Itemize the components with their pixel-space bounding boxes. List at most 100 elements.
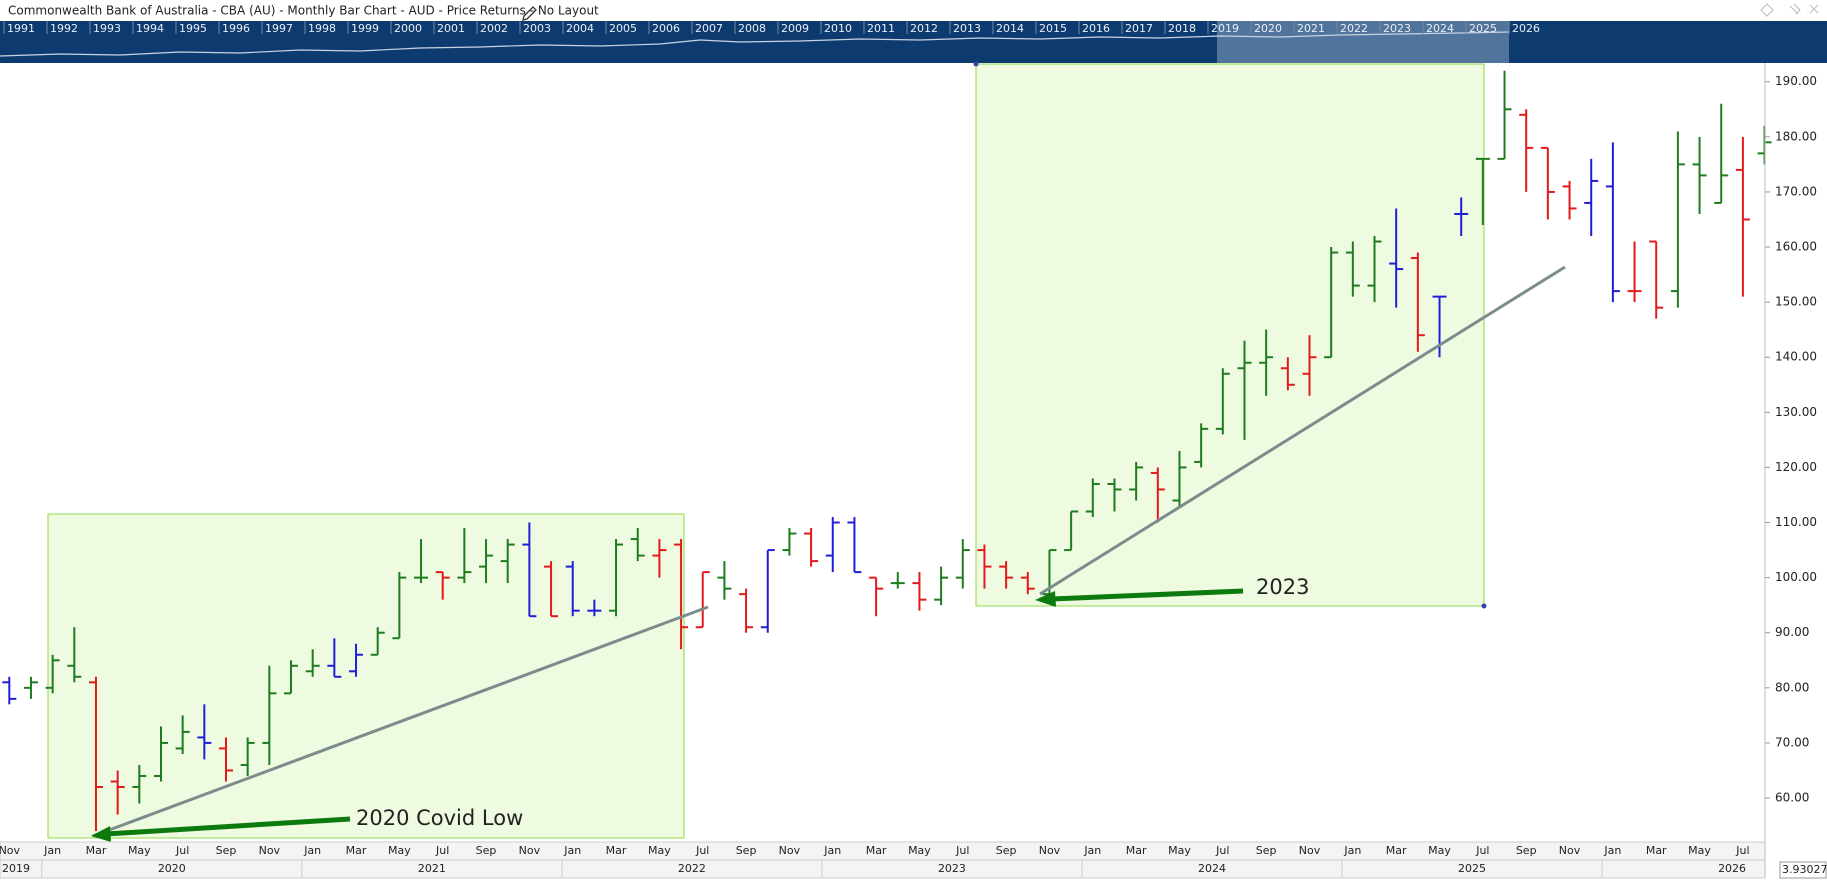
navigator-year: 1994: [136, 22, 164, 35]
highlight-box[interactable]: [47, 513, 685, 839]
x-tick-label: May: [388, 844, 411, 857]
y-tick-label: 100.00: [1775, 570, 1817, 584]
navigator-year: 2022: [1340, 22, 1368, 35]
arrow[interactable]: [105, 816, 351, 837]
x-tick-label: May: [1428, 844, 1451, 857]
navigator-year: 2005: [609, 22, 637, 35]
y-tick-label: 110.00: [1775, 515, 1817, 529]
x-tick-label: Mar: [86, 844, 107, 857]
x-tick-label: Mar: [346, 844, 367, 857]
navigator-year: 2013: [953, 22, 981, 35]
annotation: 2020 Covid Low: [356, 806, 523, 830]
navigator-year: 2006: [652, 22, 680, 35]
y-tick-label: 140.00: [1775, 350, 1817, 364]
x-tick-label: Jan: [303, 844, 321, 857]
x-tick-label: Nov: [259, 844, 281, 857]
x-tick-label: Jul: [955, 844, 969, 857]
navigator-year: 2017: [1125, 22, 1153, 35]
x-year-label: 2025: [1458, 862, 1486, 875]
navigator-year: 2002: [480, 22, 508, 35]
y-tick-label: 90.00: [1775, 625, 1809, 639]
y-tick-label: 170.00: [1775, 184, 1817, 198]
x-tick-label: May: [648, 844, 671, 857]
navigator-year: 2019: [1211, 22, 1239, 35]
x-tick-label: Sep: [216, 844, 237, 857]
navigator-year: 2007: [695, 22, 723, 35]
price-tag: [1779, 861, 1827, 879]
y-tick-label: 60.00: [1775, 791, 1809, 805]
navigator-year: 2009: [781, 22, 809, 35]
y-tick-label: 80.00: [1775, 680, 1809, 694]
x-tick-label: Sep: [996, 844, 1017, 857]
x-tick-label: Jul: [1475, 844, 1489, 857]
navigator-year: 2008: [738, 22, 766, 35]
x-tick-label: Sep: [476, 844, 497, 857]
diamond-icon[interactable]: [1760, 3, 1774, 17]
x-tick-label: Mar: [1126, 844, 1147, 857]
navigator: 1991 1992 1993 1994 1995 1996 1997 1998 1999 2000…: [0, 21, 1827, 63]
x-tick-label: Mar: [866, 844, 887, 857]
handle[interactable]: [973, 61, 979, 67]
x-year-label: 2024: [1198, 862, 1226, 875]
x-tick-label: Jul: [695, 844, 709, 857]
x-tick-label: Jul: [435, 844, 449, 857]
y-tick-label: 190.00: [1775, 74, 1817, 88]
navigator-year: 2016: [1082, 22, 1110, 35]
x-tick-label: Jul: [1215, 844, 1229, 857]
x-year-label: 2021: [418, 862, 446, 875]
x-tick-label: Nov: [1299, 844, 1321, 857]
trend-line[interactable]: [1039, 265, 1566, 596]
x-tick-label: Mar: [1386, 844, 1407, 857]
y-tick-label: 120.00: [1775, 460, 1817, 474]
x-tick-label: Nov: [0, 844, 21, 857]
navigator-year: 1999: [351, 22, 379, 35]
edit-icon[interactable]: [522, 6, 537, 21]
x-tick-label: Jan: [1083, 844, 1101, 857]
x-tick-label: Jan: [563, 844, 581, 857]
navigator-year: 1993: [93, 22, 121, 35]
close-icon[interactable]: [1809, 4, 1819, 14]
navigator-line: [0, 31, 1510, 57]
y-tick-label: 130.00: [1775, 405, 1817, 419]
x-tick-label: Jan: [1343, 844, 1361, 857]
navigator-year: 1991: [7, 22, 35, 35]
arrow-head: [91, 826, 111, 842]
y-tick-label: 160.00: [1775, 240, 1817, 254]
x-tick-label: Nov: [779, 844, 801, 857]
x-tick-label: Jul: [1735, 844, 1749, 857]
navigator-year: 2025: [1469, 22, 1497, 35]
trend-line[interactable]: [92, 605, 709, 838]
handle[interactable]: [1481, 603, 1487, 609]
navigator-year: 2004: [566, 22, 594, 35]
x-tick-label: Jan: [1603, 844, 1621, 857]
x-tick-label: May: [908, 844, 931, 857]
navigator-year: 1997: [265, 22, 293, 35]
x-tick-label: Jul: [175, 844, 189, 857]
x-tick-label: Jan: [43, 844, 61, 857]
navigator-year: 1992: [50, 22, 78, 35]
navigator-year: 2021: [1297, 22, 1325, 35]
arrow[interactable]: [1051, 588, 1244, 602]
arrow-head: [1035, 591, 1056, 607]
navigator-year: 2010: [824, 22, 852, 35]
navigator-window[interactable]: [1217, 21, 1509, 63]
y-tick-label: 70.00: [1775, 735, 1809, 749]
x-year-label: 2023: [938, 862, 966, 875]
navigator-year: 2012: [910, 22, 938, 35]
y-tick-label: 150.00: [1775, 295, 1817, 309]
pin-icon[interactable]: [1789, 3, 1801, 15]
highlight-box[interactable]: [975, 63, 1485, 607]
x-tick-label: May: [1688, 844, 1711, 857]
navigator-year: 2018: [1168, 22, 1196, 35]
x-tick-label: Jan: [823, 844, 841, 857]
navigator-year: 1996: [222, 22, 250, 35]
price-tag-label: 3.930275: [1782, 863, 1827, 876]
x-year-label: 2026: [1718, 862, 1746, 875]
navigator-year: 2024: [1426, 22, 1454, 35]
navigator-year: 1995: [179, 22, 207, 35]
navigator-year: 1998: [308, 22, 336, 35]
annotation: 2023: [1256, 575, 1309, 599]
x-year-label: 2022: [678, 862, 706, 875]
x-tick-label: Sep: [1516, 844, 1537, 857]
